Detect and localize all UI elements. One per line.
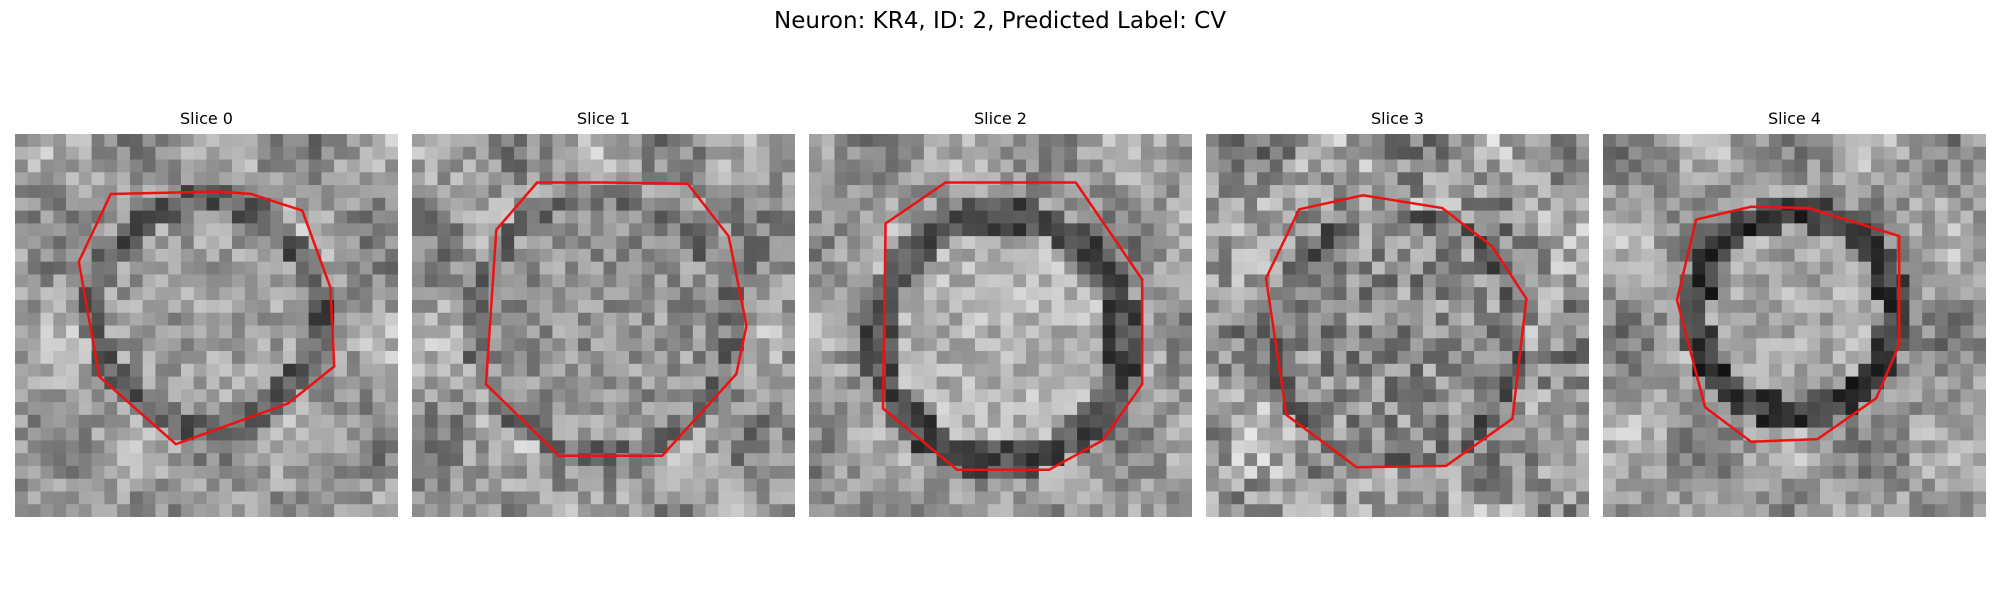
pixel-grid (412, 134, 795, 517)
pixel-grid (1603, 134, 1986, 517)
slice-panel-0: Slice 0 (15, 108, 398, 130)
slice-panel-3: Slice 3 (1206, 108, 1589, 130)
slice-panel-2: Slice 2 (809, 108, 1192, 130)
figure-title: Neuron: KR4, ID: 2, Predicted Label: CV (0, 8, 2000, 34)
slice-title: Slice 4 (1603, 108, 1986, 130)
slice-panel-4: Slice 4 (1603, 108, 1986, 130)
slice-image (412, 134, 795, 517)
slice-title: Slice 2 (809, 108, 1192, 130)
slice-image (1206, 134, 1589, 517)
slice-title: Slice 1 (412, 108, 795, 130)
pixel-grid (809, 134, 1192, 517)
slice-panel-1: Slice 1 (412, 108, 795, 130)
slice-image (1603, 134, 1986, 517)
pixel-grid (1206, 134, 1589, 517)
slice-image (809, 134, 1192, 517)
slice-title: Slice 0 (15, 108, 398, 130)
slice-image (15, 134, 398, 517)
slice-title: Slice 3 (1206, 108, 1589, 130)
